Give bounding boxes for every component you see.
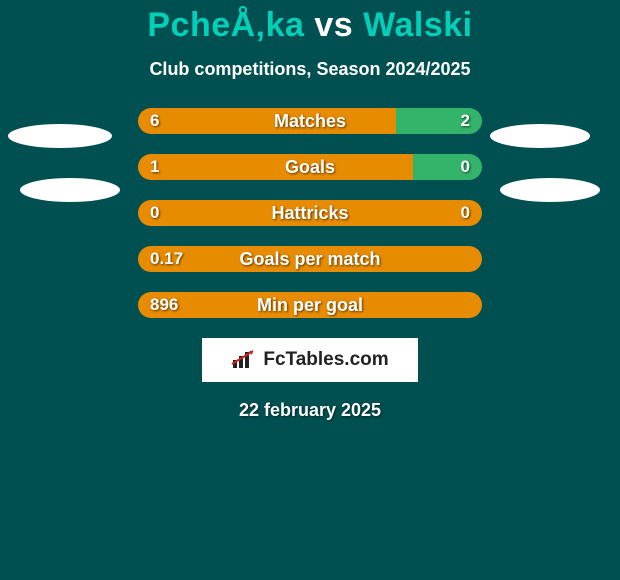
- stat-row: Goals10: [138, 154, 482, 180]
- footer-date: 22 february 2025: [0, 400, 620, 421]
- stat-row: Matches62: [138, 108, 482, 134]
- photo-placeholder-left-1: [8, 124, 112, 148]
- stat-seg-player1: [138, 246, 482, 272]
- stat-seg-player2: [396, 108, 482, 134]
- stat-seg-player2: [413, 154, 482, 180]
- stats-bars: Matches62 Goals10 Hattricks00 Goals per mat…: [138, 108, 482, 318]
- photo-placeholder-right-1: [490, 124, 590, 148]
- logo-text: FcTables.com: [231, 349, 388, 371]
- stat-seg-player1: [138, 292, 482, 318]
- photo-placeholder-right-2: [500, 178, 600, 202]
- title-player2: Walski: [363, 6, 472, 44]
- fctables-logo: FcTables.com: [202, 338, 418, 382]
- stat-row: Min per goal896: [138, 292, 482, 318]
- photo-placeholder-left-2: [20, 178, 120, 202]
- stat-seg-player1: [138, 108, 396, 134]
- stat-seg-player1: [138, 200, 482, 226]
- page-title: PcheÅ‚ka vs Walski: [0, 6, 620, 45]
- content: PcheÅ‚ka vs Walski Club competitions, Se…: [0, 0, 620, 421]
- title-player1: PcheÅ‚ka: [147, 6, 304, 44]
- stat-row: Goals per match0.17: [138, 246, 482, 272]
- subtitle: Club competitions, Season 2024/2025: [0, 59, 620, 80]
- stat-seg-player1: [138, 154, 413, 180]
- stat-row: Hattricks00: [138, 200, 482, 226]
- bar-chart-icon: [231, 350, 257, 370]
- title-vs: vs: [304, 6, 363, 44]
- logo-label: FcTables.com: [263, 349, 388, 371]
